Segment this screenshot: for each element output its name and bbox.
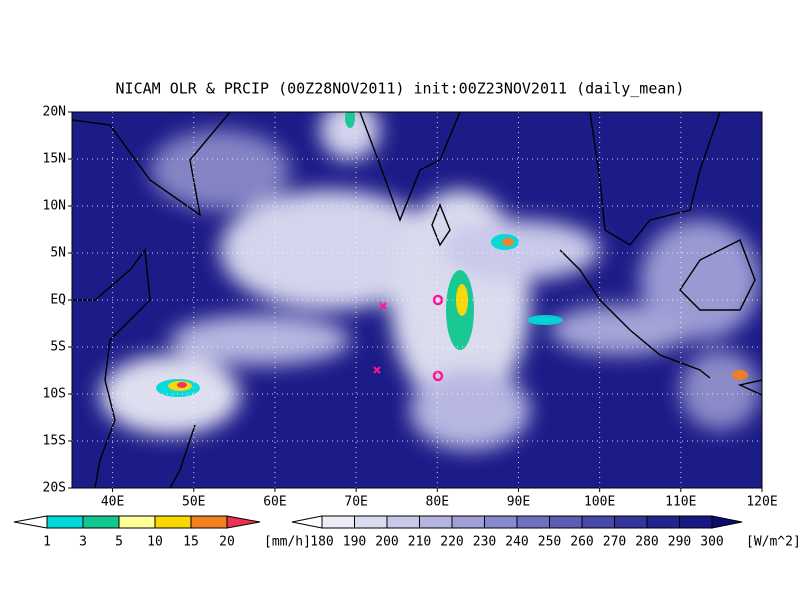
colorbar-unit: [W/m^2]: [746, 535, 800, 550]
storm-markers: [373, 294, 444, 382]
x-tick-label: 70E: [344, 495, 367, 510]
colorbar-label: 240: [505, 535, 528, 550]
x-tick-label: 90E: [507, 495, 530, 510]
colorbar-label: 15: [183, 535, 199, 550]
colorbar-over: [711, 515, 743, 529]
x-tick-label: 110E: [665, 495, 696, 510]
colorbar-label: 200: [375, 535, 398, 550]
colorbar-box: [646, 515, 680, 529]
y-tick-label: EQ: [50, 293, 66, 308]
colorbar-box: [321, 515, 355, 529]
colorbar-box: [419, 515, 453, 529]
x-tick-label: 40E: [101, 495, 124, 510]
colorbar-box: [614, 515, 648, 529]
colorbar-under: [13, 515, 48, 529]
colorbar-unit: [mm/h]: [264, 535, 311, 550]
colorbar-label: 210: [408, 535, 431, 550]
x-tick-label: 120E: [746, 495, 777, 510]
colorbar-box: [581, 515, 615, 529]
map-title: NICAM OLR & PRCIP (00Z28NOV2011) init:00…: [116, 80, 685, 98]
colorbar-under: [291, 515, 323, 529]
y-tick-label: 20S: [43, 481, 66, 496]
colorbar-box: [154, 515, 192, 529]
colorbar-box: [451, 515, 485, 529]
y-tick-label: 5S: [50, 340, 66, 355]
x-tick-label: 100E: [584, 495, 615, 510]
x-tick-label: 80E: [426, 495, 449, 510]
colorbar-box: [484, 515, 518, 529]
y-tick-label: 15N: [43, 152, 66, 167]
colorbar-label: 190: [343, 535, 366, 550]
colorbar-label: 230: [473, 535, 496, 550]
colorbar-label: 260: [570, 535, 593, 550]
colorbar-label: 290: [668, 535, 691, 550]
colorbar-label: 270: [603, 535, 626, 550]
colorbar-label: 1: [43, 535, 51, 550]
colorbar-label: 10: [147, 535, 163, 550]
colorbar-label: 3: [79, 535, 87, 550]
colorbar-label: 300: [700, 535, 723, 550]
colorbar-box: [82, 515, 120, 529]
x-tick-label: 50E: [182, 495, 205, 510]
y-tick-label: 10N: [43, 199, 66, 214]
map-field: [72, 112, 762, 488]
colorbar-box: [386, 515, 420, 529]
colorbar-label: 250: [538, 535, 561, 550]
colorbar-label: 220: [440, 535, 463, 550]
colorbar-box: [549, 515, 583, 529]
x-tick-label: 60E: [263, 495, 286, 510]
colorbar-label: 20: [219, 535, 235, 550]
colorbar-box: [118, 515, 156, 529]
colorbar-label: 180: [310, 535, 333, 550]
colorbar-label: 280: [635, 535, 658, 550]
y-tick-label: 5N: [50, 246, 66, 261]
colorbar-box: [354, 515, 388, 529]
colorbar-label: 5: [115, 535, 123, 550]
colorbar-box: [516, 515, 550, 529]
colorbar-over: [226, 515, 261, 529]
y-tick-label: 10S: [43, 387, 66, 402]
colorbar-box: [679, 515, 713, 529]
colorbar-box: [46, 515, 84, 529]
y-tick-label: 20N: [43, 105, 66, 120]
y-tick-label: 15S: [43, 434, 66, 449]
colorbar-box: [190, 515, 228, 529]
